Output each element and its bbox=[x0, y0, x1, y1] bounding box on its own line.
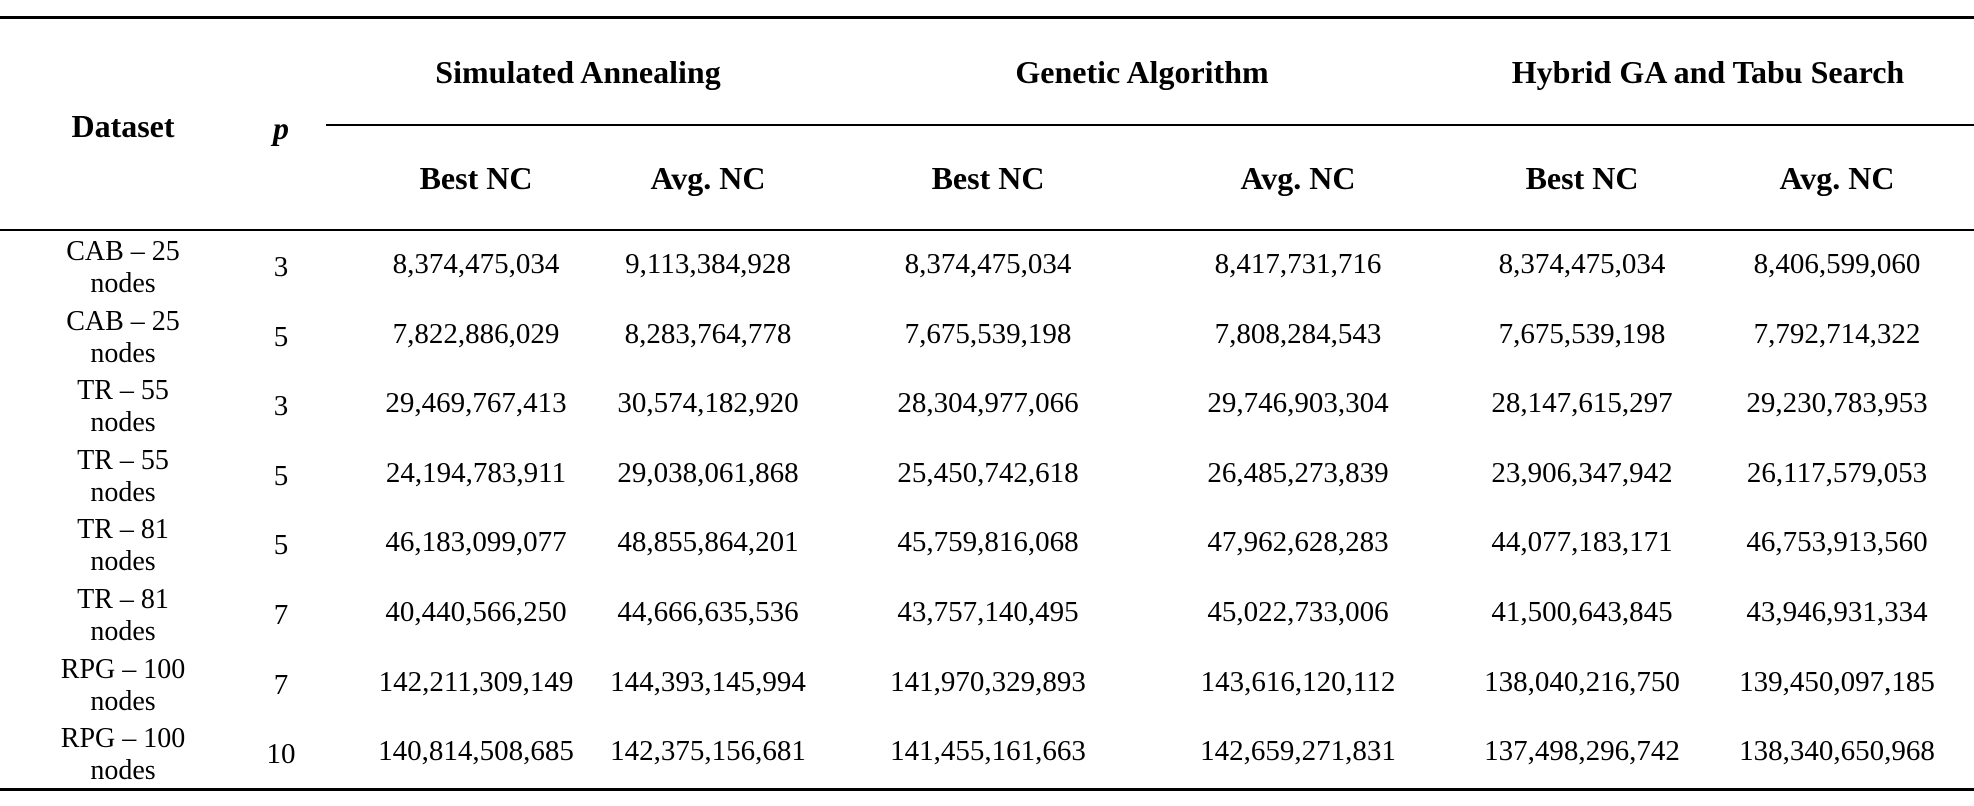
dataset-name: CAB – 25 bbox=[66, 305, 180, 337]
value-cell: 41,500,643,845 bbox=[1491, 596, 1673, 628]
value-cell: 29,038,061,868 bbox=[617, 456, 799, 489]
header-bottom-rule bbox=[0, 229, 1974, 231]
value-cell: 140,814,508,685 bbox=[378, 735, 574, 768]
value-cell: 30,574,182,920 bbox=[617, 387, 799, 420]
dataset-unit: nodes bbox=[90, 685, 156, 717]
value-cell: 8,417,731,716 bbox=[1214, 248, 1382, 280]
sub-header: Avg. NC bbox=[650, 160, 766, 196]
value-cell: 26,485,273,839 bbox=[1207, 456, 1389, 489]
value-cell: 7,808,284,543 bbox=[1214, 317, 1382, 350]
value-cell: 142,659,271,831 bbox=[1200, 735, 1396, 768]
value-cell: 45,022,733,006 bbox=[1207, 596, 1389, 628]
sub-header: Avg. NC bbox=[1240, 160, 1356, 196]
dataset-unit: nodes bbox=[90, 616, 156, 647]
bottom-rule bbox=[0, 788, 1974, 791]
value-cell: 7,792,714,322 bbox=[1753, 317, 1921, 350]
dataset-cell: TR – 55 nodes bbox=[10, 375, 236, 439]
value-cell: 9,113,384,928 bbox=[625, 248, 791, 280]
value-cell: 24,194,783,911 bbox=[385, 456, 567, 489]
value-cell: 8,283,764,778 bbox=[624, 317, 792, 350]
p-cell: 3 bbox=[273, 390, 289, 423]
value-cell: 26,117,579,053 bbox=[1746, 456, 1928, 489]
dataset-unit: nodes bbox=[90, 546, 156, 578]
value-cell: 8,406,599,060 bbox=[1753, 248, 1921, 280]
value-cell: 141,455,161,663 bbox=[890, 735, 1086, 768]
value-cell: 23,906,347,942 bbox=[1491, 456, 1673, 489]
value-cell: 46,183,099,077 bbox=[385, 526, 567, 559]
dataset-cell: CAB – 25 nodes bbox=[10, 306, 236, 370]
dataset-name: RPG – 100 bbox=[60, 723, 186, 755]
value-cell: 28,147,615,297 bbox=[1491, 387, 1673, 420]
value-cell: 25,450,742,618 bbox=[897, 456, 1079, 489]
p-cell: 5 bbox=[273, 320, 289, 353]
value-cell: 43,757,140,495 bbox=[897, 596, 1079, 628]
value-cell: 47,962,628,283 bbox=[1207, 526, 1389, 559]
sub-header: Best NC bbox=[419, 160, 533, 196]
p-cell: 7 bbox=[273, 668, 289, 701]
header-dataset: Dataset bbox=[71, 108, 175, 144]
dataset-name: TR – 81 bbox=[77, 584, 169, 615]
dataset-name: TR – 55 bbox=[77, 375, 169, 407]
dataset-unit: nodes bbox=[90, 337, 156, 369]
value-cell: 46,753,913,560 bbox=[1746, 526, 1928, 559]
dataset-unit: nodes bbox=[90, 755, 156, 787]
value-cell: 138,340,650,968 bbox=[1739, 735, 1935, 768]
dataset-unit: nodes bbox=[90, 407, 156, 439]
value-cell: 29,230,783,953 bbox=[1746, 387, 1928, 420]
value-cell: 44,077,183,171 bbox=[1491, 526, 1673, 559]
sub-header: Best NC bbox=[931, 160, 1045, 196]
value-cell: 7,675,539,198 bbox=[1498, 317, 1666, 350]
dataset-name: RPG – 100 bbox=[60, 653, 186, 685]
value-cell: 29,746,903,304 bbox=[1207, 387, 1389, 420]
dataset-cell: RPG – 100 nodes bbox=[10, 654, 236, 718]
dataset-name: TR – 81 bbox=[77, 514, 169, 546]
dataset-unit: nodes bbox=[90, 476, 156, 508]
value-cell: 137,498,296,742 bbox=[1484, 735, 1680, 768]
value-cell: 29,469,767,413 bbox=[385, 387, 567, 420]
value-cell: 8,374,475,034 bbox=[392, 248, 560, 280]
group-header: Genetic Algorithm bbox=[1015, 54, 1269, 90]
value-cell: 8,374,475,034 bbox=[1498, 248, 1666, 280]
dataset-cell: TR – 55 nodes bbox=[10, 445, 236, 509]
value-cell: 7,675,539,198 bbox=[904, 317, 1072, 350]
value-cell: 142,211,309,149 bbox=[378, 665, 574, 698]
p-cell: 10 bbox=[266, 738, 296, 771]
p-cell: 3 bbox=[273, 251, 289, 283]
value-cell: 28,304,977,066 bbox=[897, 387, 1079, 420]
sub-header: Avg. NC bbox=[1779, 160, 1895, 196]
p-cell: 5 bbox=[273, 529, 289, 562]
value-cell: 45,759,816,068 bbox=[897, 526, 1079, 559]
dataset-cell: TR – 81 nodes bbox=[10, 514, 236, 578]
value-cell: 142,375,156,681 bbox=[610, 735, 806, 768]
value-cell: 141,970,329,893 bbox=[890, 665, 1086, 698]
value-cell: 7,822,886,029 bbox=[392, 317, 560, 350]
value-cell: 144,393,145,994 bbox=[610, 665, 806, 698]
dataset-name: CAB – 25 bbox=[66, 236, 180, 267]
group-header: Simulated Annealing bbox=[435, 54, 721, 90]
value-cell: 138,040,216,750 bbox=[1484, 665, 1680, 698]
group-header: Hybrid GA and Tabu Search bbox=[1511, 54, 1905, 90]
value-cell: 143,616,120,112 bbox=[1200, 665, 1396, 698]
dataset-name: TR – 55 bbox=[77, 444, 169, 476]
value-cell: 48,855,864,201 bbox=[617, 526, 799, 559]
dataset-unit: nodes bbox=[90, 268, 156, 299]
p-cell: 5 bbox=[273, 459, 289, 492]
value-cell: 8,374,475,034 bbox=[904, 248, 1072, 280]
header-p: p bbox=[273, 110, 289, 146]
dataset-cell: RPG – 100 nodes bbox=[10, 723, 236, 787]
value-cell: 139,450,097,185 bbox=[1739, 665, 1935, 698]
value-cell: 43,946,931,334 bbox=[1746, 596, 1928, 628]
value-cell: 44,666,635,536 bbox=[617, 596, 799, 628]
sub-header: Best NC bbox=[1525, 160, 1639, 196]
top-rule bbox=[0, 16, 1974, 19]
value-cell: 40,440,566,250 bbox=[385, 596, 567, 628]
group-rule bbox=[326, 124, 1974, 126]
p-cell: 7 bbox=[273, 599, 289, 631]
dataset-cell: TR – 81 nodes bbox=[10, 584, 236, 648]
dataset-cell: CAB – 25 nodes bbox=[10, 236, 236, 300]
